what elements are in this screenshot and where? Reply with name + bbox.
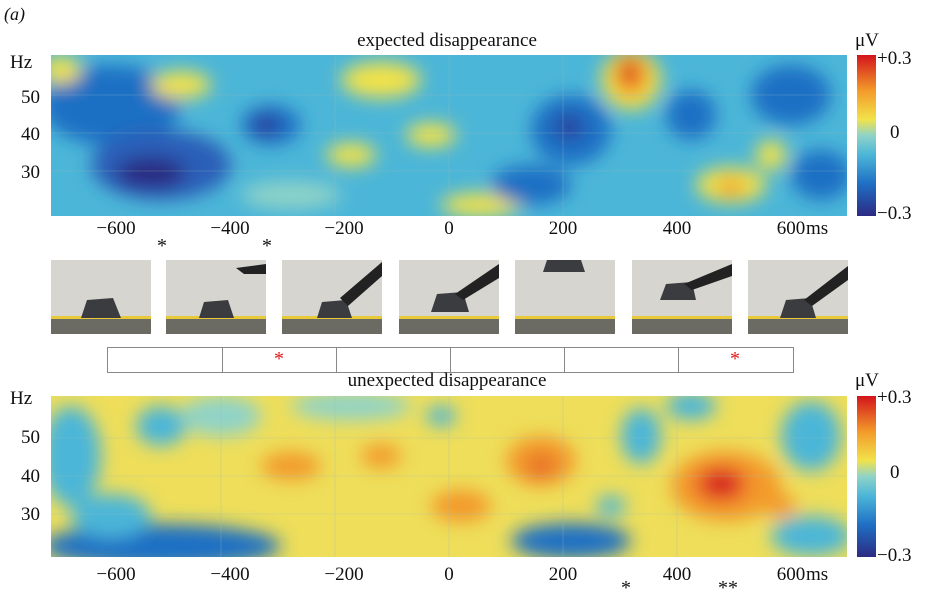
top-heatmap: [51, 55, 847, 216]
video-frame: [748, 260, 848, 334]
top-xtick: 200: [548, 218, 578, 239]
bottom-colorbar: [857, 396, 876, 557]
bottom-y-unit: Hz: [10, 388, 33, 409]
top-xtick: 600: [776, 218, 806, 239]
top-colorbar-max: +0.3: [877, 48, 912, 69]
time-strip: * *: [107, 347, 794, 373]
bottom-panel-title: unexpected disappearance: [347, 370, 547, 391]
top-colorbar-mid: 0: [890, 122, 900, 143]
bottom-x-unit: ms: [806, 564, 829, 585]
video-frame: [166, 260, 266, 334]
bottom-xtick: 200: [548, 564, 578, 585]
strip-divider: [450, 348, 451, 372]
bottom-ytick-30: 30: [21, 504, 40, 525]
top-xtick: −400: [210, 218, 250, 239]
bottom-colorbar-min: −0.3: [877, 545, 912, 566]
bottom-colorbar-mid: 0: [890, 462, 900, 483]
video-frame: [282, 260, 382, 334]
strip-divider: [564, 348, 565, 372]
strip-divider: [222, 348, 223, 372]
video-frame: [399, 260, 499, 334]
bottom-xtick: 0: [444, 564, 454, 585]
top-colorbar-unit: μV: [855, 30, 879, 51]
top-sig-mark: *: [157, 235, 167, 257]
bottom-xtick: −600: [96, 564, 136, 585]
video-frame: [515, 260, 615, 334]
strip-red-mark: *: [274, 348, 284, 370]
top-sig-mark: *: [262, 235, 272, 257]
bottom-colorbar-unit: μV: [855, 370, 879, 391]
top-y-unit: Hz: [10, 52, 33, 73]
bottom-xtick: 600: [776, 564, 806, 585]
top-ytick-40: 40: [21, 124, 40, 145]
top-xtick: 400: [662, 218, 692, 239]
panel-label: (a): [4, 4, 25, 24]
top-panel-title: expected disappearance: [357, 30, 537, 51]
video-frame: [51, 260, 151, 334]
bottom-sig-mark: *: [621, 577, 631, 599]
bottom-ytick-50: 50: [21, 427, 40, 448]
bottom-heatmap: [51, 396, 847, 557]
strip-red-mark: *: [730, 348, 740, 370]
bottom-xtick: −200: [324, 564, 364, 585]
bottom-sig-mark: **: [718, 577, 738, 599]
bottom-colorbar-max: +0.3: [877, 387, 912, 408]
strip-divider: [336, 348, 337, 372]
strip-divider: [678, 348, 679, 372]
top-xtick: −600: [96, 218, 136, 239]
top-x-unit: ms: [806, 218, 829, 239]
top-ytick-50: 50: [21, 87, 40, 108]
top-colorbar-min: −0.3: [877, 203, 912, 224]
top-xtick: −200: [324, 218, 364, 239]
top-ytick-30: 30: [21, 162, 40, 183]
bottom-xtick: 400: [662, 564, 692, 585]
video-frame: [632, 260, 732, 334]
top-xtick: 0: [444, 218, 454, 239]
top-colorbar: [857, 55, 876, 216]
bottom-ytick-40: 40: [21, 466, 40, 487]
bottom-xtick: −400: [210, 564, 250, 585]
